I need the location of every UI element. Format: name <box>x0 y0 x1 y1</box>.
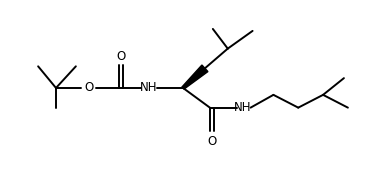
Text: NH: NH <box>140 82 157 94</box>
Text: NH: NH <box>234 101 251 114</box>
Text: O: O <box>207 135 217 148</box>
Polygon shape <box>182 65 208 89</box>
Text: O: O <box>84 82 94 94</box>
Text: O: O <box>116 50 125 63</box>
